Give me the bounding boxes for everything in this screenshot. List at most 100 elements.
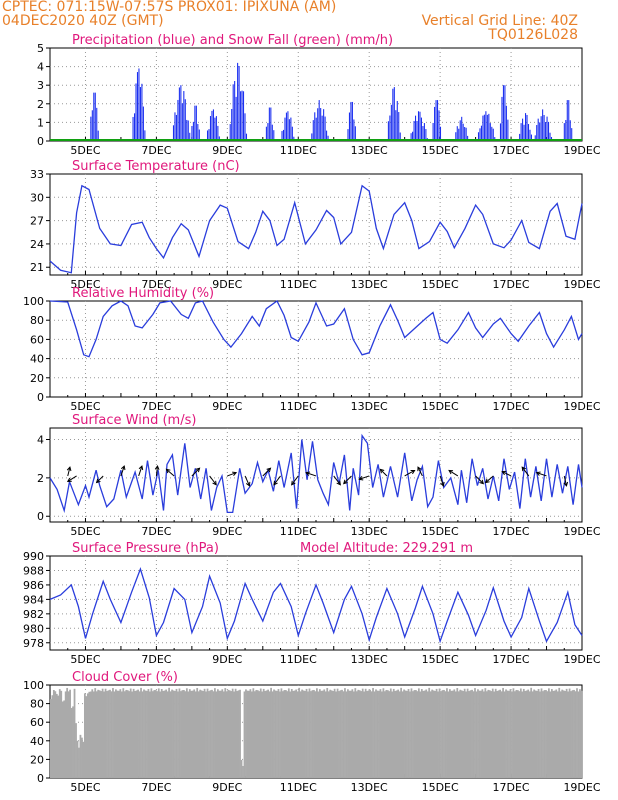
cloud-bar — [508, 690, 510, 778]
x-tick-label: 7DEC — [141, 653, 171, 666]
cloud-bar — [466, 688, 469, 778]
x-tick-label: 9DEC — [212, 400, 242, 413]
cloud-bar — [94, 688, 97, 778]
cloud-bar — [574, 691, 577, 778]
cloud-bar — [318, 689, 321, 778]
cloud-bar — [335, 691, 337, 778]
precip-bar — [133, 113, 136, 141]
wind-vector-head — [266, 467, 272, 473]
wind-vector-head — [379, 468, 385, 474]
cloud-bar — [197, 691, 200, 778]
cloud-bar — [239, 689, 241, 778]
y-tick-label: 0 — [37, 772, 44, 785]
cloud-bar — [428, 687, 431, 778]
x-tick-label: 5DEC — [70, 525, 100, 538]
precip-bar — [238, 66, 240, 141]
cloud-bar — [159, 691, 162, 778]
cloud-bar — [185, 688, 188, 778]
cloud-bar — [184, 691, 187, 778]
x-tick-label: 19DEC — [563, 400, 600, 413]
wind-vector-head — [66, 477, 72, 483]
cloud-bar — [571, 690, 574, 778]
series-line — [49, 300, 583, 358]
cloud-bar — [407, 689, 410, 778]
cloud-bar — [129, 688, 132, 778]
cloud-bar — [276, 690, 278, 778]
precip-bar — [464, 126, 466, 141]
cloud-bar — [89, 691, 92, 778]
cloud-bar — [509, 689, 512, 778]
x-tick-label: 15DEC — [422, 781, 459, 794]
cloud-bar — [500, 691, 503, 778]
precip-bar — [312, 120, 314, 141]
y-tick-label: 21 — [30, 261, 44, 274]
cloud-bar — [447, 691, 450, 778]
cloud-bar — [203, 688, 206, 778]
cloud-bar — [178, 688, 181, 778]
cloud-bar — [230, 691, 233, 778]
precip-bar — [395, 110, 397, 141]
cloud-bar — [231, 688, 234, 778]
y-tick-label: 988 — [23, 564, 44, 577]
cloud-bar — [469, 690, 472, 778]
y-tick-label: 990 — [23, 550, 44, 563]
wind-vector-head — [535, 471, 541, 476]
cloud-bar — [88, 691, 91, 778]
precip-bar — [271, 124, 273, 141]
precip-bar — [415, 115, 417, 141]
cloud-bar — [320, 690, 323, 778]
cloud-bar — [530, 687, 533, 778]
precip-bar — [244, 113, 246, 141]
x-tick-label: 13DEC — [351, 144, 388, 157]
x-tick-label: 15DEC — [422, 278, 459, 291]
cloud-bar — [126, 690, 129, 778]
x-tick-label: 17DEC — [493, 144, 530, 157]
cloud-bar — [219, 690, 222, 778]
cloud-bar — [358, 690, 361, 778]
wind-vector-head — [484, 478, 490, 484]
wind-vector-head — [245, 481, 251, 487]
cloud-bar — [336, 688, 339, 778]
precip-bar — [234, 81, 236, 141]
cloud-bar — [279, 691, 281, 778]
x-tick-label: 13DEC — [351, 278, 388, 291]
cloud-bar — [383, 691, 386, 778]
cloud-bar — [190, 690, 193, 778]
cloud-bar — [460, 690, 463, 778]
cloud-bar — [110, 691, 113, 778]
cloud-bar — [193, 689, 196, 778]
wind-vector — [343, 475, 352, 485]
cloud-bar — [521, 691, 524, 778]
precip-bar — [231, 108, 233, 141]
cloud-bar — [413, 690, 416, 778]
cloud-bar — [477, 689, 479, 778]
cloud-bar — [52, 690, 55, 778]
cloud-bar — [549, 691, 552, 778]
precip-bar — [184, 99, 186, 141]
cloud-bar — [122, 688, 125, 778]
x-tick-label: 19DEC — [563, 653, 600, 666]
cloud-bar — [72, 706, 74, 778]
cloud-bar — [218, 690, 221, 778]
cloud-bar — [293, 690, 296, 778]
precip-bar — [174, 112, 176, 141]
cloud-bar — [323, 689, 326, 778]
cloud-bar — [296, 691, 299, 778]
cloud-bar — [209, 690, 212, 778]
wind-vector — [155, 466, 158, 477]
y-tick-label: 60 — [30, 333, 44, 346]
cloud-bar — [389, 688, 392, 778]
precip-bar — [282, 129, 285, 141]
cloud-bar — [119, 689, 122, 778]
precip-bar — [175, 114, 177, 141]
precip-bar — [522, 118, 524, 141]
cloud-bar — [349, 690, 352, 778]
cloud-bar — [550, 689, 553, 778]
x-tick-label: 7DEC — [141, 781, 171, 794]
x-tick-label: 17DEC — [493, 653, 530, 666]
wind-vector — [305, 472, 317, 477]
precip-bar — [321, 115, 323, 141]
cloud-bar — [559, 691, 562, 778]
cloud-bar — [412, 691, 414, 778]
x-tick-label: 19DEC — [563, 144, 600, 157]
